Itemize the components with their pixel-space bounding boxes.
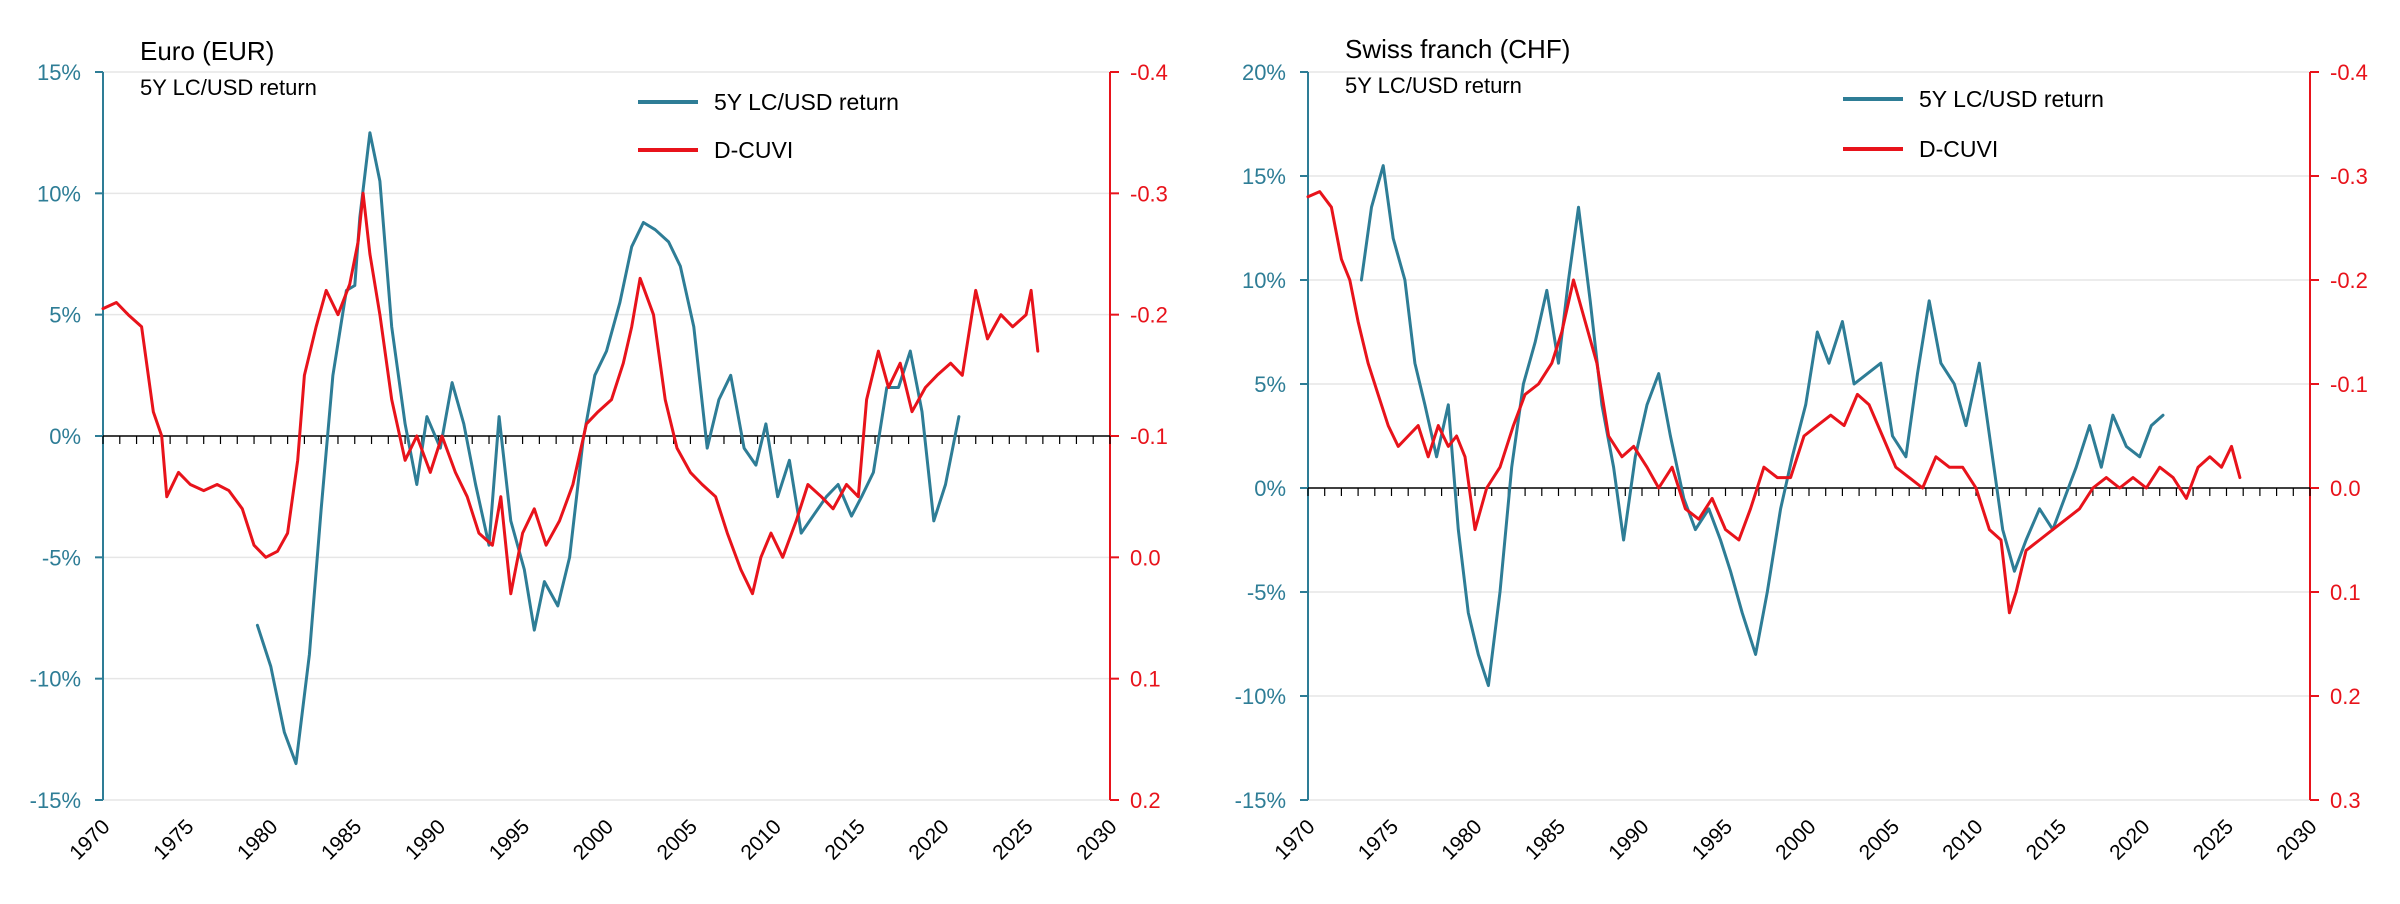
eur-left-tick-label: 15%	[37, 60, 81, 85]
eur-x-tick-label: 2020	[904, 815, 953, 864]
eur-x-tick-label: 2005	[653, 815, 702, 864]
chf-x-tick-label: 2010	[1938, 815, 1987, 864]
eur-x-tick-label: 1995	[485, 815, 534, 864]
chf-x-tick-label: 1970	[1270, 815, 1319, 864]
chf-x-tick-label: 2030	[2272, 815, 2321, 864]
eur-x-tick-label: 1990	[401, 815, 450, 864]
eur-right-tick-label: 0.0	[1130, 545, 1161, 570]
eur-left-tick-label: 10%	[37, 181, 81, 206]
eur-x-tick-label: 1985	[317, 815, 366, 864]
chf-legend-label: 5Y LC/USD return	[1919, 86, 2104, 112]
chf-right-tick-label: -0.3	[2330, 164, 2368, 189]
eur-left-tick-label: -5%	[42, 545, 81, 570]
chf-x-tick-label: 1975	[1354, 815, 1403, 864]
chf-series-line-lc-usd-return	[1359, 164, 2165, 688]
eur-x-tick-label: 2010	[737, 815, 786, 864]
chf-right-tick-label: 0.0	[2330, 476, 2361, 501]
eur-chart-panel: Euro (EUR) 5Y LC/USD return 15% 10% 5% 0% -5…	[30, 36, 1168, 865]
chf-x-tick-label: 2025	[2189, 815, 2238, 864]
eur-left-tick-label: 5%	[49, 303, 81, 328]
chf-right-tick-label: 0.1	[2330, 580, 2361, 605]
eur-legend-label: 5Y LC/USD return	[714, 89, 899, 115]
chf-chart-subtitle: 5Y LC/USD return	[1345, 73, 1522, 98]
chf-left-tick-label: 15%	[1242, 164, 1286, 189]
chf-left-tick-label: 10%	[1242, 268, 1286, 293]
eur-left-tick-label: -15%	[30, 788, 81, 813]
chf-right-tick-label: 0.3	[2330, 788, 2361, 813]
chf-x-tick-label: 2000	[1771, 815, 1820, 864]
eur-right-tick-label: -0.3	[1130, 181, 1168, 206]
eur-left-tick-label: -10%	[30, 667, 81, 692]
eur-right-tick-label: 0.1	[1130, 667, 1161, 692]
chf-x-tick-label: 1995	[1688, 815, 1737, 864]
chf-x-tick-label: 1990	[1604, 815, 1653, 864]
chf-right-tick-label: 0.2	[2330, 684, 2361, 709]
chf-left-tick-label: -10%	[1235, 684, 1286, 709]
chf-left-tick-label: -15%	[1235, 788, 1286, 813]
eur-right-tick-label: -0.4	[1130, 60, 1168, 85]
chf-right-tick-label: -0.1	[2330, 372, 2368, 397]
chf-chart-title: Swiss franch (CHF)	[1345, 34, 1570, 64]
chf-x-tick-label: 2005	[1855, 815, 1904, 864]
chf-x-tick-label: 2015	[2022, 815, 2071, 864]
chf-x-tick-label: 2020	[2105, 815, 2154, 864]
eur-left-tick-label: 0%	[49, 424, 81, 449]
eur-series-line-d-cuvi	[101, 191, 1040, 596]
eur-right-tick-label: -0.1	[1130, 424, 1168, 449]
chf-x-tick-label: 1985	[1521, 815, 1570, 864]
chf-left-tick-label: 0%	[1254, 476, 1286, 501]
eur-x-tick-label: 1975	[149, 815, 198, 864]
eur-chart-subtitle: 5Y LC/USD return	[140, 75, 317, 100]
chf-left-tick-label: -5%	[1247, 580, 1286, 605]
chf-x-tick-label: 1980	[1437, 815, 1486, 864]
eur-legend-label: D-CUVI	[714, 137, 793, 163]
chf-legend-label: D-CUVI	[1919, 136, 1998, 162]
chf-left-tick-label: 5%	[1254, 372, 1286, 397]
eur-chart-title: Euro (EUR)	[140, 36, 274, 66]
chf-left-tick-label: 20%	[1242, 60, 1286, 85]
eur-series-line-lc-usd-return	[255, 131, 961, 766]
eur-x-tick-label: 2000	[569, 815, 618, 864]
chf-series-line-d-cuvi	[1306, 190, 2242, 615]
chf-chart-panel: Swiss franch (CHF) 5Y LC/USD return 20% 1…	[1235, 34, 2368, 865]
eur-x-tick-label: 1980	[233, 815, 282, 864]
eur-right-tick-label: 0.2	[1130, 788, 1161, 813]
chf-right-tick-label: -0.4	[2330, 60, 2368, 85]
eur-x-tick-label: 1970	[65, 815, 114, 864]
eur-right-tick-label: -0.2	[1130, 303, 1168, 328]
chf-right-tick-label: -0.2	[2330, 268, 2368, 293]
eur-x-tick-label: 2030	[1072, 815, 1121, 864]
eur-x-tick-label: 2025	[988, 815, 1037, 864]
eur-x-tick-label: 2015	[820, 815, 869, 864]
